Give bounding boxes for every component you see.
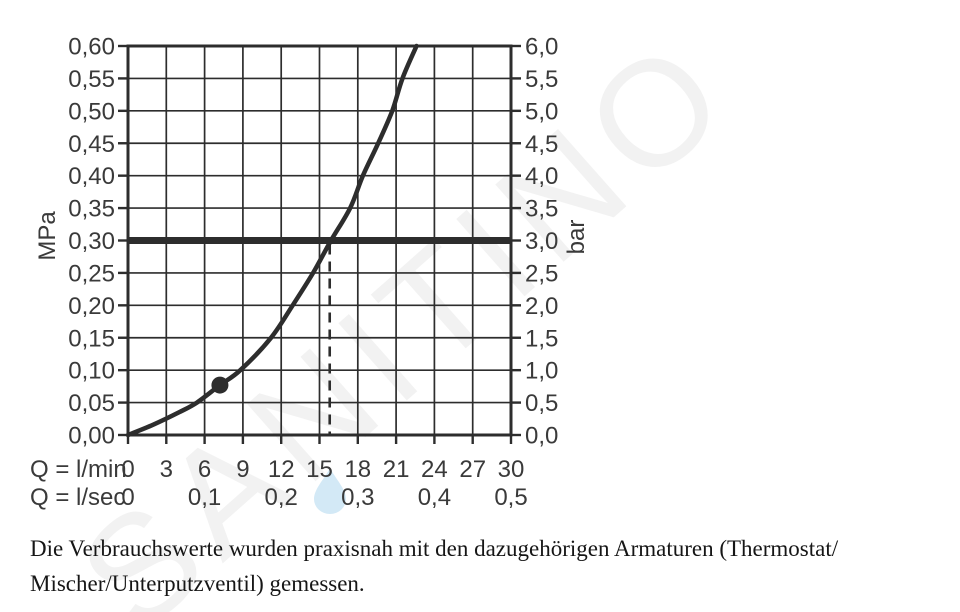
curve-point-marker — [211, 376, 229, 394]
y-left-tick-label: 0,35 — [68, 196, 115, 223]
y-left-tick-label: 0,30 — [68, 228, 115, 255]
x-secondary-tick-label: 0,3 — [341, 484, 374, 511]
y-right-tick-label: 2,5 — [525, 260, 558, 287]
y-left-tick-label: 0,20 — [68, 293, 115, 320]
y-left-tick-label: 0,15 — [68, 325, 115, 352]
y-right-tick-label: 3,0 — [525, 228, 558, 255]
y-left-tick-label: 0,00 — [68, 423, 115, 450]
x-primary-tick-label: 21 — [383, 456, 410, 483]
x-primary-tick-label: 6 — [198, 456, 211, 483]
y-left-tick-label: 0,50 — [68, 98, 115, 125]
x-secondary-tick-label: 0,1 — [188, 484, 221, 511]
y-right-tick-label: 4,5 — [525, 131, 558, 158]
y-right-unit-label: bar — [563, 220, 590, 255]
y-left-tick-label: 0,60 — [68, 34, 115, 61]
y-right-tick-label: 0,5 — [525, 390, 558, 417]
x-primary-tick-label: 12 — [268, 456, 295, 483]
x-primary-tick-label: 9 — [236, 456, 249, 483]
flow-pressure-curve — [125, 43, 419, 438]
x-primary-tick-label: 0 — [121, 456, 134, 483]
x-primary-tick-label: 15 — [306, 456, 333, 483]
y-left-tick-label: 0,10 — [68, 358, 115, 385]
chart-generated-layer: 0,600,550,500,450,400,350,300,250,200,15… — [68, 34, 558, 512]
y-left-tick-label: 0,40 — [68, 163, 115, 190]
y-left-tick-label: 0,45 — [68, 131, 115, 158]
y-right-tick-label: 1,0 — [525, 358, 558, 385]
x-secondary-tick-label: 0,4 — [418, 484, 451, 511]
y-right-tick-label: 5,5 — [525, 66, 558, 93]
y-left-unit-label: MPa — [34, 211, 61, 261]
x-secondary-tick-label: 0,5 — [494, 484, 527, 511]
x-primary-tick-label: 24 — [421, 456, 448, 483]
y-right-tick-label: 4,0 — [525, 163, 558, 190]
x-secondary-tick-label: 0,2 — [265, 484, 298, 511]
y-right-tick-label: 2,0 — [525, 293, 558, 320]
y-left-tick-label: 0,25 — [68, 260, 115, 287]
x-primary-tick-label: 3 — [160, 456, 173, 483]
caption: Die Verbrauchswerte wurden praxisnah mit… — [30, 531, 930, 601]
y-right-tick-label: 3,5 — [525, 196, 558, 223]
x-primary-tick-label: 27 — [459, 456, 486, 483]
x-secondary-tick-label: 0 — [121, 484, 134, 511]
y-left-tick-label: 0,55 — [68, 66, 115, 93]
y-right-tick-label: 1,5 — [525, 325, 558, 352]
y-right-tick-label: 0,0 — [525, 423, 558, 450]
caption-line-2: Mischer/Unterputzventil) gemessen. — [30, 571, 365, 596]
y-right-tick-label: 5,0 — [525, 98, 558, 125]
caption-line-1: Die Verbrauchswerte wurden praxisnah mit… — [30, 536, 839, 561]
x-primary-axis-title: Q = l/min — [30, 456, 127, 483]
x-secondary-axis-title: Q = l/sec — [30, 484, 125, 511]
y-left-tick-label: 0,05 — [68, 390, 115, 417]
x-primary-tick-label: 30 — [498, 456, 525, 483]
y-right-tick-label: 6,0 — [525, 34, 558, 61]
x-primary-tick-label: 18 — [344, 456, 371, 483]
